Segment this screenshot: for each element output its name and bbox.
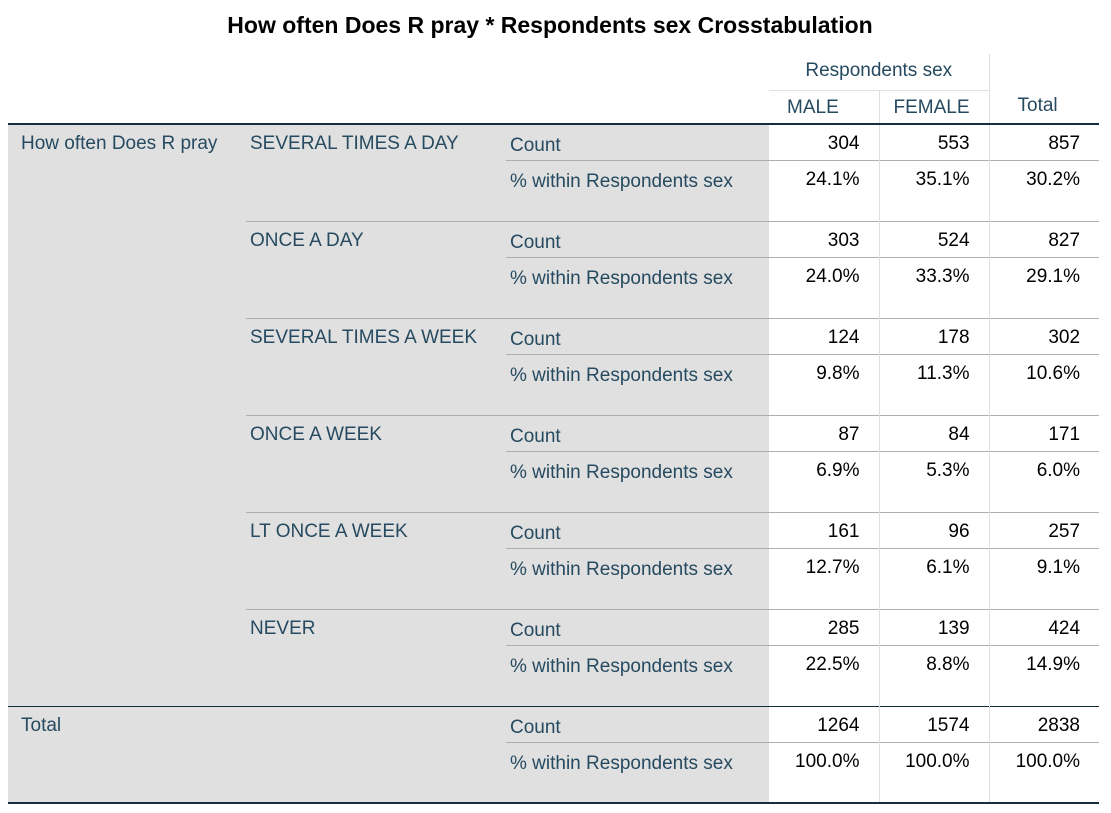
stat-label-count: Count <box>506 124 769 160</box>
percent-cell: 33.3% <box>879 256 990 318</box>
stat-label-count: Count <box>506 511 769 548</box>
stat-label-count: Count <box>506 608 769 645</box>
count-cell: 139 <box>879 608 990 645</box>
percent-cell: 6.9% <box>769 450 880 512</box>
percent-cell: 35.1% <box>879 159 990 221</box>
stat-label-count: Count <box>506 705 769 742</box>
table-row: % within Respondents sex 9.8% 11.3% 10.6% <box>8 353 1100 415</box>
count-cell: 96 <box>879 511 990 548</box>
percent-cell: 6.0% <box>989 450 1100 512</box>
count-cell: 2838 <box>989 705 1100 742</box>
stat-label-count: Count <box>506 220 769 257</box>
count-cell: 553 <box>879 124 990 160</box>
table-row: % within Respondents sex 22.5% 8.8% 14.9% <box>8 644 1100 706</box>
column-header-male: MALE <box>769 90 880 125</box>
category-label: SEVERAL TIMES A DAY <box>246 124 506 221</box>
row-variable-label: How often Does R pray <box>8 124 246 706</box>
count-cell: 424 <box>989 608 1100 645</box>
column-group-header: Respondents sex <box>769 54 990 91</box>
table-row: Total Count 1264 1574 2838 <box>8 705 1100 804</box>
count-cell: 161 <box>769 511 880 548</box>
percent-cell: 14.9% <box>989 644 1100 706</box>
table-row: SEVERAL TIMES A WEEK Count 124 178 302 <box>8 317 1100 415</box>
category-label: SEVERAL TIMES A WEEK <box>246 317 506 415</box>
table-row: % within Respondents sex 6.9% 5.3% 6.0% <box>8 450 1100 512</box>
stat-label-percent: % within Respondents sex <box>506 353 769 415</box>
crosstab-table: Respondents sex Total MALE FEMALE How of… <box>8 54 1100 804</box>
table-row: ONCE A DAY Count 303 524 827 <box>8 220 1100 318</box>
count-cell: 1264 <box>769 705 880 742</box>
stat-label-count: Count <box>506 317 769 354</box>
stat-label-percent: % within Respondents sex <box>506 450 769 512</box>
table-row: % within Respondents sex 12.7% 6.1% 9.1% <box>8 547 1100 609</box>
category-label: ONCE A WEEK <box>246 414 506 512</box>
percent-cell: 100.0% <box>769 741 880 804</box>
count-cell: 285 <box>769 608 880 645</box>
percent-cell: 30.2% <box>989 159 1100 221</box>
percent-cell: 24.0% <box>769 256 880 318</box>
percent-cell: 100.0% <box>879 741 990 804</box>
count-cell: 178 <box>879 317 990 354</box>
percent-cell: 9.8% <box>769 353 880 415</box>
column-header-female: FEMALE <box>879 90 990 125</box>
table-row: % within Respondents sex 24.0% 33.3% 29.1% <box>8 256 1100 318</box>
count-cell: 124 <box>769 317 880 354</box>
count-cell: 304 <box>769 124 880 160</box>
percent-cell: 100.0% <box>989 741 1100 804</box>
percent-cell: 5.3% <box>879 450 990 512</box>
table-row: NEVER Count 285 139 424 <box>8 608 1100 706</box>
stat-label-percent: % within Respondents sex <box>506 644 769 706</box>
percent-cell: 12.7% <box>769 547 880 609</box>
total-column-header: Total <box>988 54 1100 125</box>
table-row: % within Respondents sex 100.0% 100.0% 100.… <box>8 741 1100 804</box>
table-row: LT ONCE A WEEK Count 161 96 257 <box>8 511 1100 609</box>
total-row-label: Total <box>8 705 506 804</box>
count-cell: 302 <box>989 317 1100 354</box>
count-cell: 84 <box>879 414 990 451</box>
count-cell: 1574 <box>879 705 990 742</box>
percent-cell: 29.1% <box>989 256 1100 318</box>
percent-cell: 8.8% <box>879 644 990 706</box>
stat-label-count: Count <box>506 414 769 451</box>
percent-cell: 6.1% <box>879 547 990 609</box>
percent-cell: 22.5% <box>769 644 880 706</box>
count-cell: 171 <box>989 414 1100 451</box>
table-title: How often Does R pray * Respondents sex … <box>227 12 873 38</box>
header-corner-empty <box>8 90 769 125</box>
count-cell: 857 <box>989 124 1100 160</box>
stat-label-percent: % within Respondents sex <box>506 256 769 318</box>
percent-cell: 9.1% <box>989 547 1100 609</box>
percent-cell: 11.3% <box>879 353 990 415</box>
count-cell: 827 <box>989 220 1100 257</box>
table-row: ONCE A WEEK Count 87 84 171 <box>8 414 1100 512</box>
table-row: % within Respondents sex 24.1% 35.1% 30.2% <box>8 159 1100 221</box>
count-cell: 257 <box>989 511 1100 548</box>
category-label: LT ONCE A WEEK <box>246 511 506 609</box>
count-cell: 87 <box>769 414 880 451</box>
stat-label-percent: % within Respondents sex <box>506 159 769 221</box>
stat-label-percent: % within Respondents sex <box>506 547 769 609</box>
count-cell: 524 <box>879 220 990 257</box>
stat-label-percent: % within Respondents sex <box>506 741 769 804</box>
count-cell: 303 <box>769 220 880 257</box>
header-corner-empty <box>8 54 769 90</box>
percent-cell: 24.1% <box>769 159 880 221</box>
category-label: NEVER <box>246 608 506 706</box>
category-label: ONCE A DAY <box>246 220 506 318</box>
table-row: How often Does R pray SEVERAL TIMES A DAY… <box>8 124 1100 706</box>
percent-cell: 10.6% <box>989 353 1100 415</box>
